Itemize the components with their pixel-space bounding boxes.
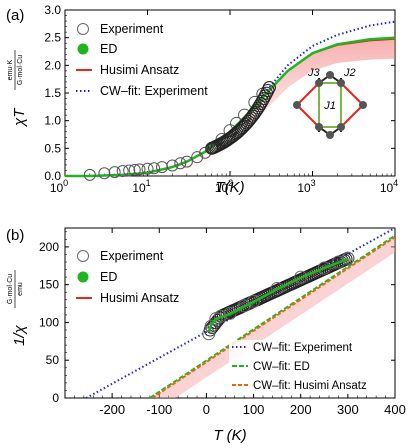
a-experiment-point — [116, 165, 129, 178]
b-experiment-point — [341, 251, 355, 265]
legend-b-experiment-marker — [77, 250, 89, 262]
panel-b-legend-fits: CW–fit: Experiment CW–fit: ED CW–fit: Hu… — [229, 340, 391, 394]
a-ytick-label: 3.0 — [44, 3, 61, 17]
panel-b-ylabel-main: 1/χ — [11, 324, 28, 346]
panel-a-x-axis: 100101102103104 — [50, 10, 398, 195]
b-xtick-label: 100 — [243, 402, 265, 417]
panel-b-frame — [64, 227, 396, 399]
a-experiment-point — [133, 163, 146, 176]
b-xtick-label: 0 — [203, 402, 210, 417]
legend-b-cwed: CW–fit: ED — [253, 361, 310, 373]
b-cwed-line — [149, 234, 395, 398]
lattice-inset: J3 J2 J1 — [293, 67, 367, 139]
legend-b-cwhus: CW–fit: Husimi Ansatz — [253, 380, 367, 392]
b-ytick-label: 150 — [39, 278, 59, 292]
b-experiment-point — [204, 319, 218, 333]
a-husimi-band — [65, 38, 395, 187]
a-experiment-point-dense — [262, 81, 276, 95]
b-xtick-label: 400 — [384, 402, 406, 417]
panel-a-ylabel-unit-num: emu·K — [7, 59, 14, 80]
b-xtick-label: 300 — [337, 402, 359, 417]
panel-a-label: (a) — [6, 7, 24, 24]
panel-a: (a) 0.00.51.01.52.02.53.0 10010110210310… — [6, 3, 398, 196]
a-experiment-point — [123, 164, 136, 177]
a-experiment-point — [174, 157, 187, 170]
legend-b-cwexp: CW–fit: Experiment — [253, 342, 353, 354]
panel-a-xlabel: T(K) — [215, 179, 244, 196]
panel-a-points — [83, 80, 276, 181]
inset-j2: J2 — [343, 67, 356, 79]
legend-a-cwfit: CW–fit: Experiment — [100, 84, 208, 98]
panel-a-y-axis: 0.0 0.5 1.0 1.5 2.0 2.5 3.0 — [44, 3, 395, 183]
a-experiment-point — [128, 163, 141, 176]
legend-b-experiment: Experiment — [100, 249, 164, 263]
b-experiment-point — [270, 281, 284, 295]
b-experiment-point — [247, 294, 261, 308]
panel-b-ylabel: 1/χ G·mol·Cu emu — [7, 270, 28, 346]
panel-b-legend: Experiment ED Husimi Ansatz — [76, 249, 179, 305]
legend-a-experiment: Experiment — [100, 22, 164, 36]
panel-a-ylabel-main: χT — [11, 107, 28, 128]
b-ytick-label: 200 — [39, 240, 59, 254]
b-ed-line — [207, 257, 349, 332]
panel-a-ylabel-unit-den: G·mol·Cu — [17, 55, 24, 85]
panel-b-y-axis: 0 50 100 150 200 — [39, 231, 395, 405]
panel-b-x-axis: -200 -100 0 100 200 300 400 — [64, 228, 406, 417]
a-xtick-label: 103 — [297, 178, 315, 195]
legend-a-husimi: Husimi Ansatz — [100, 63, 179, 77]
b-experiment-point-dense — [339, 252, 353, 266]
b-xtick-label: -200 — [99, 402, 125, 417]
a-ytick-label: 2.5 — [44, 31, 61, 45]
a-experiment-point — [98, 167, 111, 180]
a-experiment-point-dense — [261, 83, 275, 97]
inset-j1: J1 — [323, 100, 336, 112]
a-ytick-label: 0.0 — [44, 169, 61, 183]
b-experiment-point — [223, 306, 237, 320]
a-xtick-label: 104 — [380, 178, 398, 195]
a-experiment-point — [83, 168, 96, 181]
a-ytick-label: 2.0 — [44, 58, 61, 72]
panel-b-points — [202, 251, 355, 341]
legend-experiment-marker — [77, 23, 89, 35]
b-ytick-label: 100 — [39, 315, 59, 329]
panel-a-ylabel: χT emu·K G·mol·Cu — [7, 50, 28, 128]
a-experiment-point — [148, 162, 161, 175]
a-ytick-label: 1.5 — [44, 86, 61, 100]
b-experiment-point — [294, 270, 308, 284]
legend-b-ed-marker — [77, 271, 89, 283]
inset-j3: J3 — [307, 67, 321, 79]
b-xtick-label: -100 — [146, 402, 172, 417]
b-ytick-label: 50 — [46, 353, 60, 367]
panel-a-legend: Experiment ED Husimi Ansatz CW–fit: Expe… — [76, 22, 208, 98]
panel-b-ylabel-unit-den: emu — [17, 282, 24, 296]
legend-a-ed: ED — [100, 42, 117, 56]
a-ytick-label: 1.0 — [44, 114, 61, 128]
b-ytick-label: 0 — [52, 391, 59, 405]
a-experiment-point — [141, 162, 154, 175]
a-experiment-point — [166, 159, 179, 172]
a-experiment-point-dense — [260, 86, 274, 100]
panel-b-xlabel: T (K) — [213, 427, 246, 444]
legend-b-husimi: Husimi Ansatz — [100, 291, 179, 305]
legend-b-ed: ED — [100, 270, 117, 284]
b-experiment-point — [317, 261, 331, 275]
b-experiment-point — [331, 255, 345, 269]
a-ytick-label: 0.5 — [44, 141, 61, 155]
a-experiment-point — [180, 155, 193, 168]
panel-b-label: (b) — [6, 227, 24, 244]
a-experiment-point — [108, 166, 121, 179]
b-xtick-label: 200 — [290, 402, 312, 417]
panel-b: (b) 0 50 100 150 200 -200 -100 0 100 200 300 400 1… — [6, 227, 406, 444]
legend-ed-marker — [77, 43, 89, 55]
b-cwhus-line — [151, 236, 395, 398]
panel-b-ylabel-unit-num: G·mol·Cu — [7, 274, 14, 304]
